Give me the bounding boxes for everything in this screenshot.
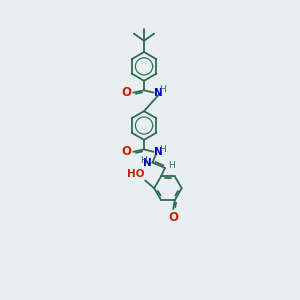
Text: H: H [159,145,166,154]
Text: N: N [154,88,163,98]
Text: N: N [143,158,152,167]
Text: O: O [121,86,131,99]
Text: O: O [168,212,178,224]
Text: HO: HO [127,169,144,179]
Text: O: O [121,145,131,158]
Text: H: H [168,161,175,170]
Text: H: H [140,156,146,165]
Text: N: N [154,147,163,157]
Text: H: H [159,85,166,94]
